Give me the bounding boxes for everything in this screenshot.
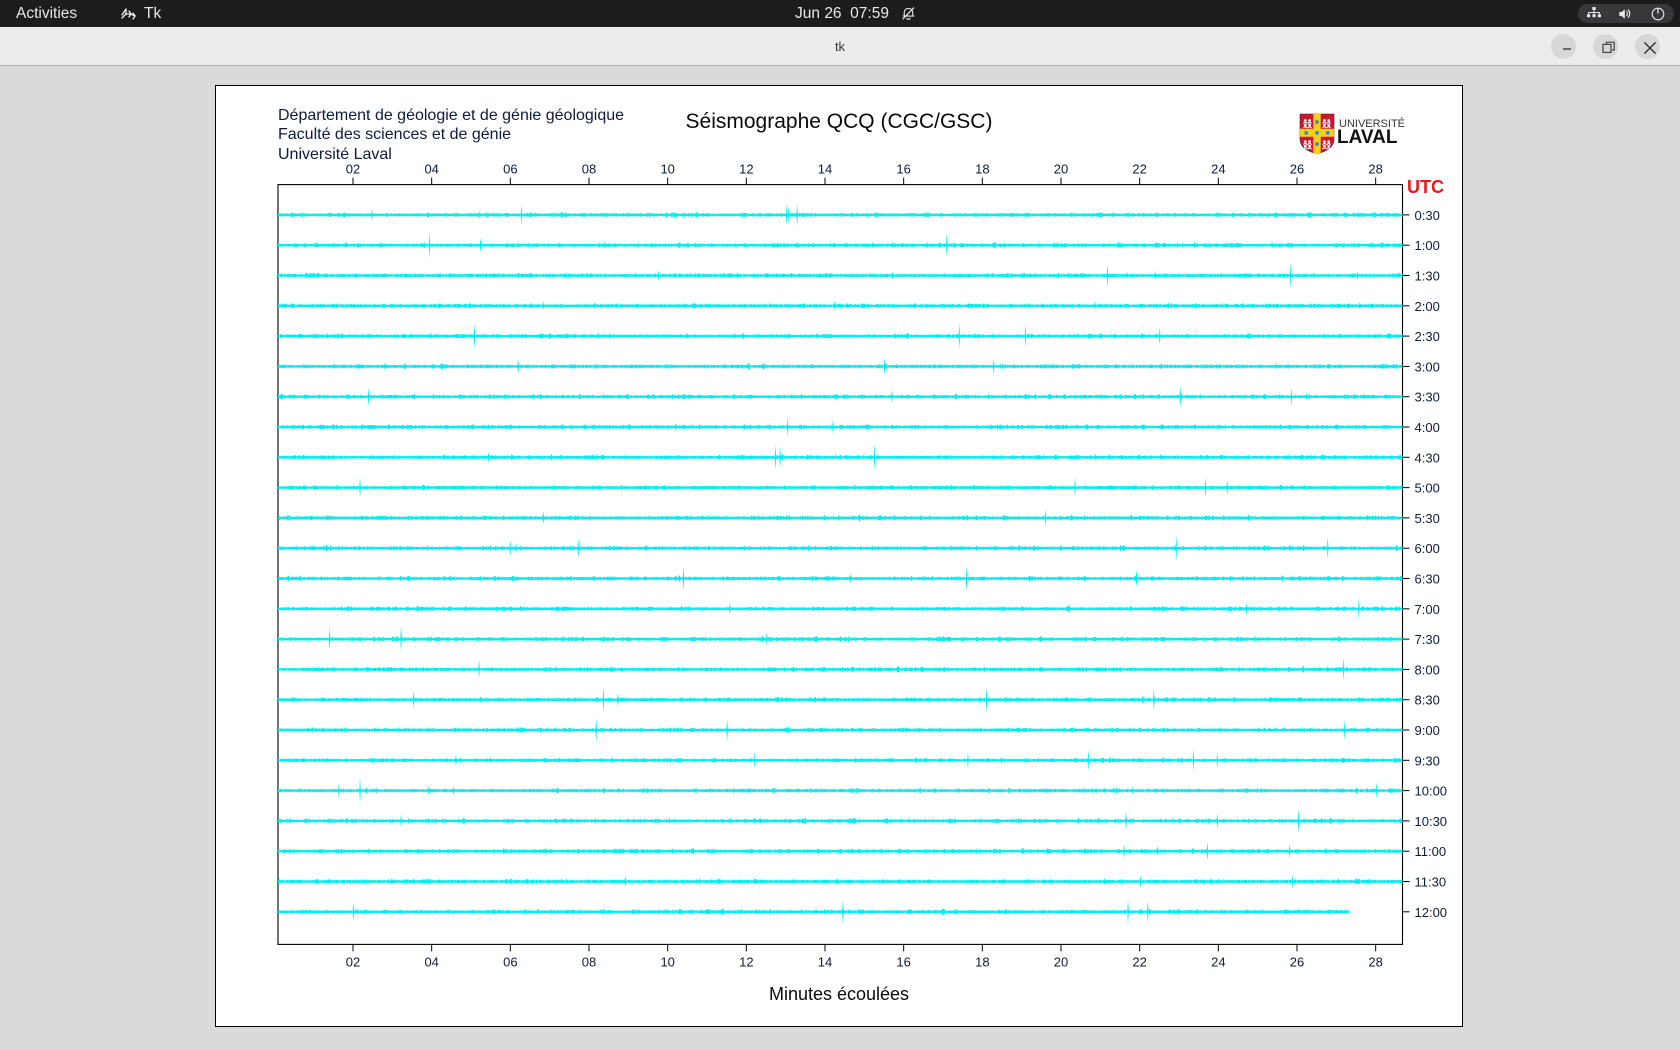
svg-text:4:00: 4:00: [1415, 420, 1440, 435]
svg-text:1:30: 1:30: [1415, 269, 1440, 284]
svg-text:08: 08: [582, 162, 596, 177]
svg-text:24: 24: [1211, 954, 1225, 969]
svg-text:18: 18: [975, 954, 989, 969]
svg-text:7:30: 7:30: [1415, 632, 1440, 647]
svg-text:12:00: 12:00: [1415, 905, 1448, 920]
svg-text:04: 04: [424, 954, 438, 969]
svg-text:UTC: UTC: [1407, 177, 1444, 197]
svg-text:10:30: 10:30: [1415, 814, 1448, 829]
svg-text:0:30: 0:30: [1415, 208, 1440, 223]
svg-text:9:30: 9:30: [1415, 753, 1440, 768]
svg-text:5:30: 5:30: [1415, 511, 1440, 526]
svg-text:12: 12: [739, 162, 753, 177]
svg-text:06: 06: [503, 954, 517, 969]
svg-text:11:30: 11:30: [1415, 875, 1447, 890]
svg-text:22: 22: [1132, 954, 1146, 969]
svg-text:7:00: 7:00: [1415, 602, 1440, 617]
svg-text:02: 02: [346, 954, 360, 969]
svg-text:8:00: 8:00: [1415, 662, 1440, 677]
svg-text:12: 12: [739, 954, 753, 969]
svg-text:3:30: 3:30: [1415, 390, 1440, 405]
svg-text:10: 10: [660, 954, 674, 969]
svg-text:10: 10: [660, 162, 674, 177]
svg-text:08: 08: [582, 954, 596, 969]
svg-text:26: 26: [1290, 954, 1304, 969]
svg-text:04: 04: [424, 162, 438, 177]
svg-text:26: 26: [1290, 162, 1304, 177]
svg-text:22: 22: [1132, 162, 1146, 177]
svg-text:02: 02: [346, 162, 360, 177]
svg-text:2:00: 2:00: [1415, 299, 1440, 314]
svg-text:1:00: 1:00: [1415, 238, 1440, 253]
svg-text:20: 20: [1054, 954, 1068, 969]
svg-text:14: 14: [818, 162, 832, 177]
svg-text:18: 18: [975, 162, 989, 177]
svg-text:06: 06: [503, 162, 517, 177]
svg-text:28: 28: [1368, 954, 1382, 969]
svg-text:9:00: 9:00: [1415, 723, 1440, 738]
svg-text:2:30: 2:30: [1415, 329, 1440, 344]
svg-text:5:00: 5:00: [1415, 481, 1440, 496]
svg-text:10:00: 10:00: [1415, 784, 1448, 799]
svg-text:28: 28: [1368, 162, 1382, 177]
svg-text:16: 16: [896, 954, 910, 969]
svg-text:8:30: 8:30: [1415, 693, 1440, 708]
svg-text:6:30: 6:30: [1415, 572, 1440, 587]
svg-text:4:30: 4:30: [1415, 450, 1440, 465]
svg-text:3:00: 3:00: [1415, 359, 1440, 374]
svg-text:11:00: 11:00: [1415, 844, 1447, 859]
svg-text:6:00: 6:00: [1415, 541, 1440, 556]
svg-text:24: 24: [1211, 162, 1225, 177]
svg-text:14: 14: [818, 954, 832, 969]
svg-text:20: 20: [1054, 162, 1068, 177]
svg-text:16: 16: [896, 162, 910, 177]
